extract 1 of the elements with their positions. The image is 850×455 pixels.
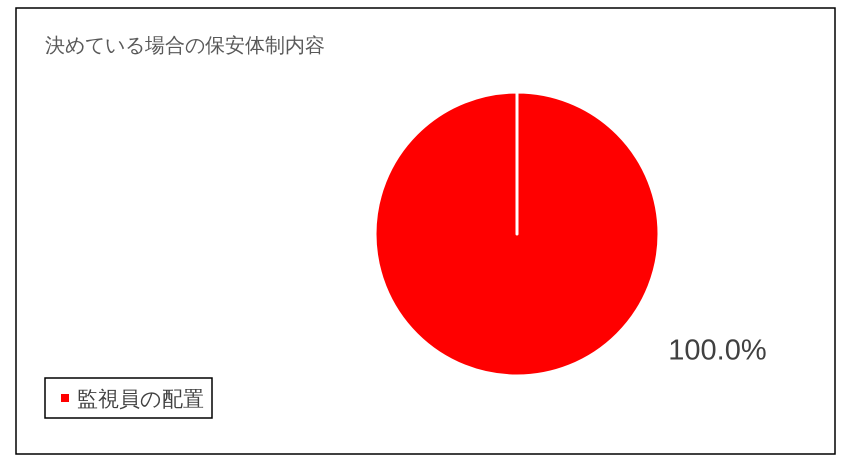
title: 決めている場合の保安体制内容 bbox=[45, 35, 325, 57]
